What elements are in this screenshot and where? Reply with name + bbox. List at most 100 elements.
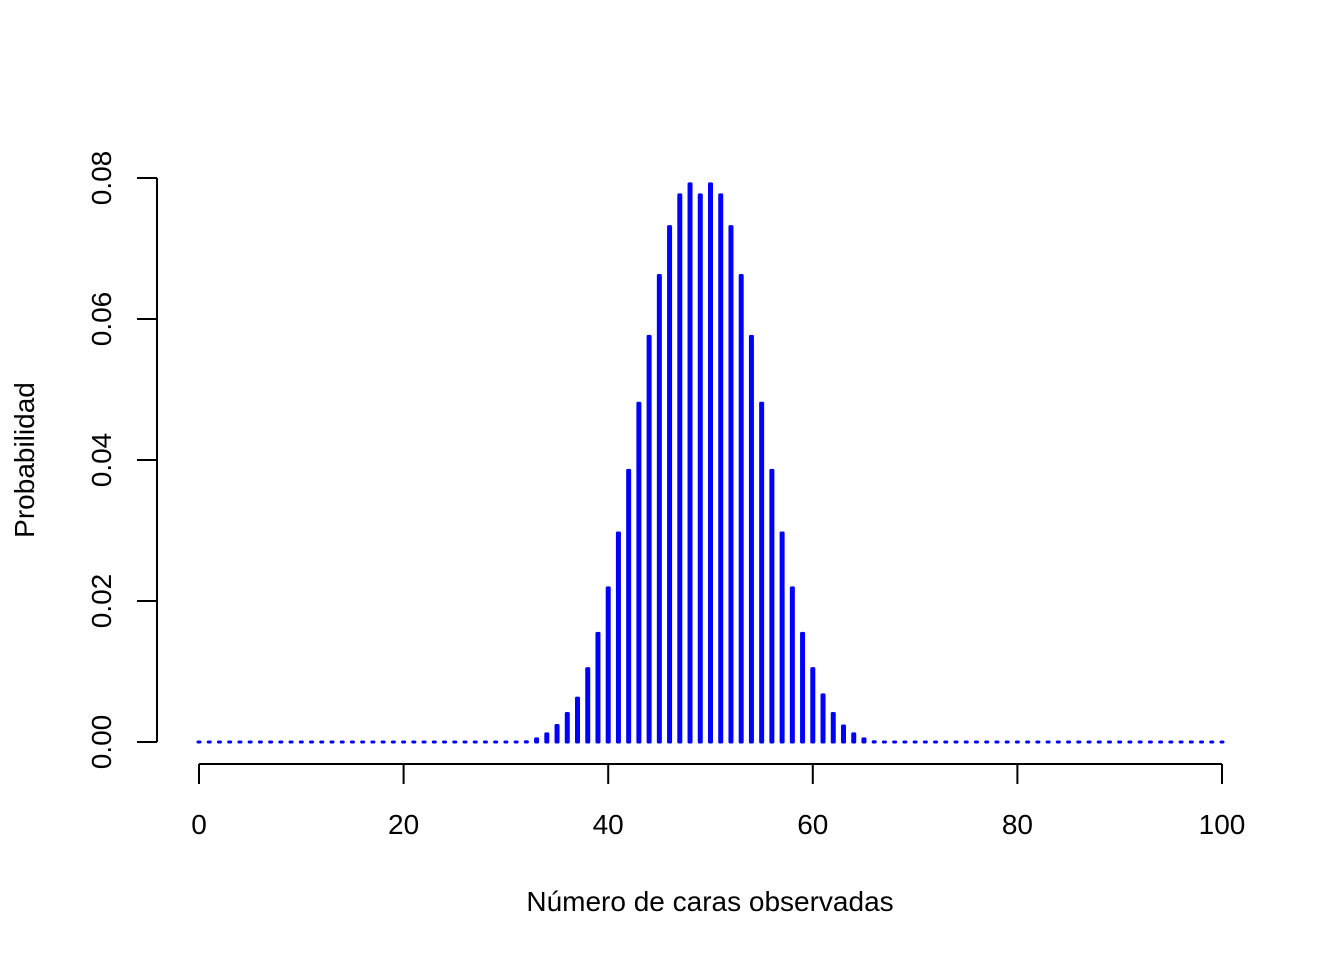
bar-x-8 — [278, 740, 284, 744]
bar-x-42 — [626, 468, 632, 744]
bar-x-86 — [1076, 740, 1082, 744]
bar-x-18 — [380, 740, 386, 744]
x-tick-label: 0 — [191, 809, 207, 840]
bar-x-4 — [237, 740, 243, 744]
bar-x-14 — [339, 740, 345, 744]
bar-x-32 — [523, 740, 529, 744]
bar-x-68 — [892, 740, 898, 744]
bar-x-53 — [738, 274, 744, 744]
bar-x-67 — [881, 740, 887, 744]
bar-x-92 — [1137, 740, 1143, 744]
bar-x-26 — [462, 740, 468, 744]
bar-x-9 — [288, 740, 294, 744]
bar-x-20 — [401, 740, 407, 744]
bar-x-39 — [595, 631, 601, 744]
bar-x-85 — [1066, 740, 1072, 744]
bar-x-58 — [789, 586, 795, 744]
bar-x-83 — [1045, 740, 1051, 744]
bar-x-44 — [646, 334, 652, 744]
bar-x-19 — [390, 740, 396, 744]
bar-x-16 — [360, 740, 366, 744]
bars-group — [196, 182, 1225, 744]
bar-x-52 — [728, 225, 734, 744]
bar-x-87 — [1086, 740, 1092, 744]
bar-x-21 — [411, 740, 417, 744]
bar-x-72 — [933, 740, 939, 744]
bar-x-23 — [431, 740, 437, 744]
bar-x-95 — [1168, 740, 1174, 744]
bar-x-6 — [257, 740, 263, 744]
bar-x-2 — [216, 740, 222, 744]
bar-x-62 — [830, 711, 836, 744]
bar-x-1 — [206, 740, 212, 744]
x-tick-label: 100 — [1199, 809, 1246, 840]
bar-x-0 — [196, 740, 202, 744]
bar-x-69 — [902, 740, 908, 744]
bar-x-38 — [585, 667, 591, 744]
bar-x-36 — [564, 711, 570, 744]
bar-x-48 — [687, 182, 693, 744]
bar-x-41 — [615, 531, 621, 744]
bar-x-70 — [912, 740, 918, 744]
x-tick-label: 80 — [1002, 809, 1033, 840]
bar-x-29 — [493, 740, 499, 744]
bar-x-94 — [1158, 740, 1164, 744]
bar-x-90 — [1117, 740, 1123, 744]
bar-x-40 — [605, 586, 611, 744]
bar-x-64 — [851, 732, 857, 744]
bar-x-56 — [769, 468, 775, 744]
bar-x-65 — [861, 737, 867, 744]
bar-x-60 — [810, 667, 816, 744]
y-axis-ticks: 0.00 0.02 0.04 0.06 0.08 — [86, 151, 157, 770]
bar-x-82 — [1035, 740, 1041, 744]
bar-x-61 — [820, 693, 826, 744]
bar-x-99 — [1209, 740, 1215, 744]
bar-x-89 — [1106, 740, 1112, 744]
bar-x-37 — [575, 696, 581, 744]
bar-x-24 — [442, 740, 448, 744]
bar-x-96 — [1178, 740, 1184, 744]
bar-x-79 — [1004, 740, 1010, 744]
y-tick-label: 0.00 — [86, 715, 117, 770]
bar-x-98 — [1199, 740, 1205, 744]
bar-x-57 — [779, 531, 785, 744]
bar-x-13 — [329, 740, 335, 744]
bar-x-75 — [963, 740, 969, 744]
bar-x-78 — [994, 740, 1000, 744]
bar-x-25 — [452, 740, 458, 744]
bar-x-51 — [718, 193, 724, 744]
bar-x-27 — [472, 740, 478, 744]
bar-x-7 — [268, 740, 274, 744]
y-axis-title: Probabilidad — [9, 382, 40, 538]
bar-x-31 — [513, 740, 519, 744]
bar-x-73 — [943, 740, 949, 744]
bar-x-88 — [1096, 740, 1102, 744]
bar-x-54 — [748, 334, 754, 744]
bar-x-81 — [1025, 740, 1031, 744]
bar-x-97 — [1188, 740, 1194, 744]
y-tick-label: 0.02 — [86, 574, 117, 629]
bar-x-47 — [677, 193, 683, 744]
bar-x-12 — [319, 740, 325, 744]
bar-x-91 — [1127, 740, 1133, 744]
bar-x-5 — [247, 740, 253, 744]
bar-x-71 — [922, 740, 928, 744]
bar-x-17 — [370, 740, 376, 744]
bar-x-11 — [309, 740, 315, 744]
y-tick-label: 0.08 — [86, 151, 117, 206]
bar-x-66 — [871, 740, 877, 744]
bar-x-28 — [482, 740, 488, 744]
bar-x-10 — [298, 740, 304, 744]
bar-x-22 — [421, 740, 427, 744]
bar-x-46 — [667, 225, 673, 744]
bar-x-100 — [1219, 740, 1225, 744]
y-tick-label: 0.04 — [86, 433, 117, 488]
bar-x-43 — [636, 401, 642, 744]
bar-x-80 — [1014, 740, 1020, 744]
bar-x-74 — [953, 740, 959, 744]
bar-x-35 — [554, 724, 560, 744]
x-axis-title: Número de caras observadas — [526, 886, 893, 917]
x-tick-label: 20 — [388, 809, 419, 840]
